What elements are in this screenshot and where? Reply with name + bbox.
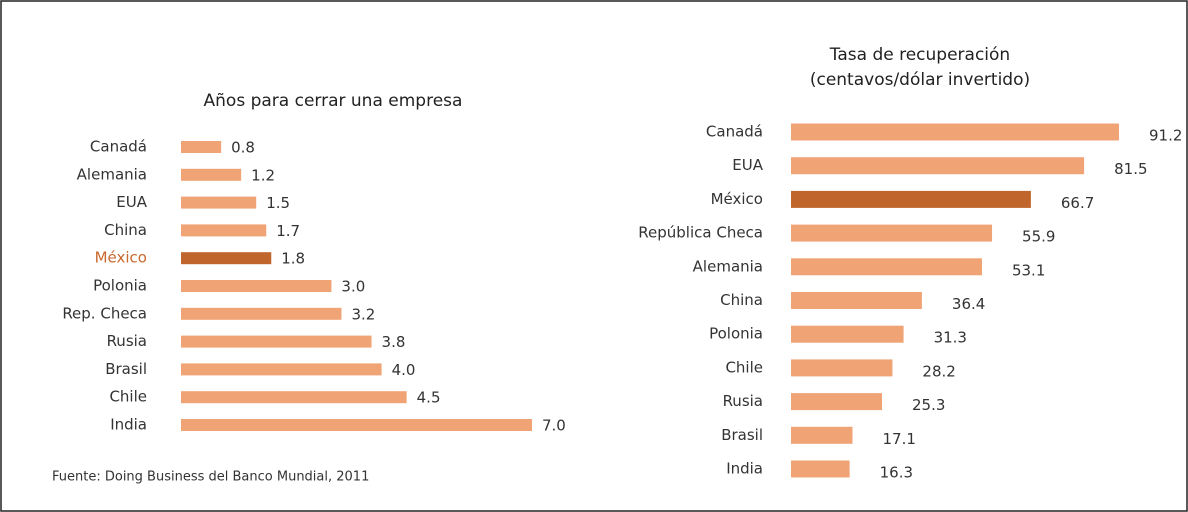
bar — [181, 391, 407, 404]
bar — [181, 168, 242, 181]
bar — [181, 141, 222, 153]
data-label: 91.2 — [1149, 127, 1182, 145]
category-label: Alemania — [693, 257, 763, 275]
category-label: Chile — [109, 388, 147, 406]
data-label: 4.0 — [392, 361, 416, 379]
bar — [791, 258, 982, 276]
bar — [791, 393, 882, 411]
data-label: 28.2 — [922, 362, 955, 380]
bar — [181, 252, 272, 265]
category-label: México — [95, 249, 147, 267]
source-note: Fuente: Doing Business del Banco Mundial… — [52, 470, 369, 485]
category-label: India — [726, 460, 763, 478]
category-label: China — [104, 221, 147, 239]
category-label: Chile — [725, 358, 763, 376]
data-label: 0.8 — [231, 139, 255, 157]
data-label: 3.2 — [351, 305, 375, 323]
category-label: EUA — [732, 156, 763, 174]
bar — [181, 224, 267, 237]
bar — [181, 335, 372, 348]
data-label: 36.4 — [952, 295, 985, 313]
category-label: Rep. Checa — [62, 304, 147, 322]
data-label: 31.3 — [934, 329, 967, 347]
bar — [181, 280, 332, 292]
category-label: Polonia — [709, 325, 763, 343]
data-label: 3.8 — [382, 333, 406, 351]
bar — [791, 460, 850, 478]
chart-title: Años para cerrar una empresa — [204, 91, 463, 111]
data-label: 4.5 — [417, 389, 441, 407]
category-label: Canadá — [90, 138, 147, 156]
chart-title: (centavos/dólar invertido) — [810, 70, 1030, 90]
bar — [791, 359, 893, 377]
bar — [791, 224, 993, 242]
category-label: República Checa — [638, 224, 763, 242]
data-label: 1.8 — [281, 250, 305, 268]
bar — [181, 363, 382, 376]
data-label: 3.0 — [341, 278, 365, 296]
data-label: 53.1 — [1012, 261, 1045, 279]
category-label: China — [720, 291, 763, 309]
category-label: Alemania — [77, 165, 147, 183]
bar — [791, 325, 904, 343]
bar — [181, 419, 532, 431]
data-label: 16.3 — [880, 464, 913, 482]
data-label: 1.2 — [251, 166, 275, 184]
data-label: 7.0 — [542, 417, 566, 435]
category-label: Rusia — [107, 332, 147, 350]
bar — [791, 190, 1031, 208]
data-label: 81.5 — [1114, 160, 1147, 178]
category-label: Polonia — [93, 277, 147, 295]
data-label: 55.9 — [1022, 228, 1055, 246]
category-label: Canadá — [706, 123, 763, 141]
category-label: México — [711, 190, 763, 208]
data-label: 25.3 — [912, 396, 945, 414]
bar — [791, 292, 922, 309]
data-label: 1.7 — [276, 222, 300, 240]
category-label: India — [110, 416, 147, 434]
category-label: Brasil — [105, 360, 147, 378]
bar — [181, 307, 342, 320]
data-label: 1.5 — [266, 194, 290, 212]
category-label: EUA — [116, 193, 147, 211]
bar — [181, 196, 257, 209]
chart-title: Tasa de recuperación — [829, 45, 1010, 65]
category-label: Rusia — [723, 392, 763, 410]
bar — [791, 123, 1119, 141]
category-label: Brasil — [721, 426, 763, 444]
data-label: 66.7 — [1061, 194, 1094, 212]
bar — [791, 157, 1085, 175]
data-label: 17.1 — [883, 430, 916, 448]
bar — [791, 426, 853, 444]
